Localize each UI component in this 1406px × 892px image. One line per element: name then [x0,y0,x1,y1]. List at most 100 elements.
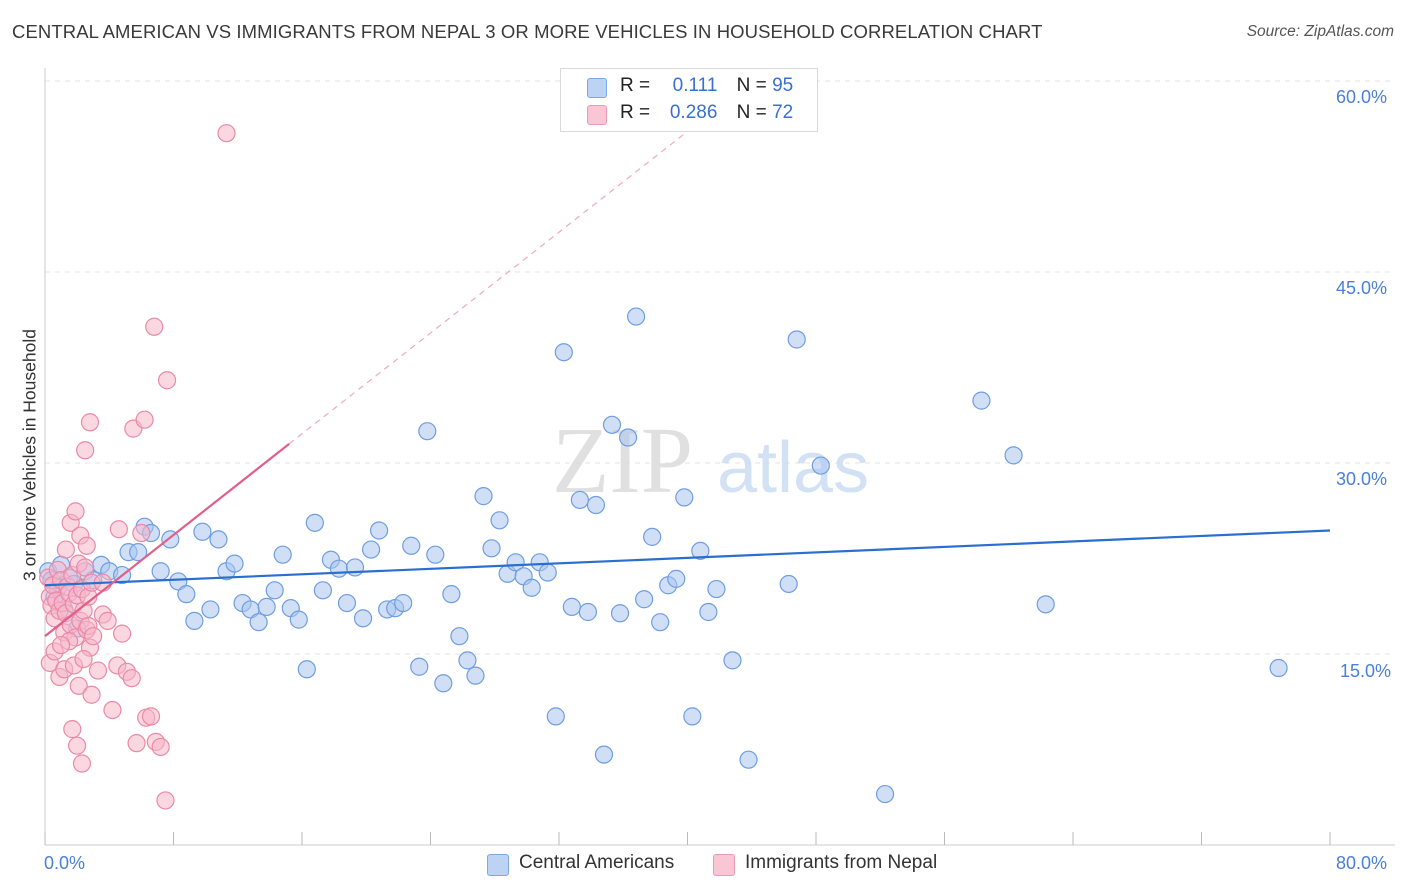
central-americans-point [739,750,758,769]
central-americans-point [594,745,614,764]
central-americans-point [538,563,557,582]
nepal-point [98,611,117,630]
central-americans-point [402,536,421,555]
central-americans-point [313,581,332,600]
central-americans-point [667,569,686,588]
central-americans-point [434,674,453,693]
nepal-point [56,540,75,559]
nepal-point [127,734,146,753]
nepal-point [80,413,100,432]
nepal-point [63,720,82,739]
central-americans-point [185,611,204,630]
grid-lines [45,80,1395,655]
central-americans-point [482,539,501,558]
central-americans-point [193,522,212,541]
legend-r-label: R = [620,102,651,123]
central-americans-point [265,581,284,600]
central-americans-point [361,540,381,559]
central-americans-point [1269,658,1288,678]
central-americans-point [177,585,196,604]
central-americans-point [651,613,670,632]
central-americans-point [490,511,509,530]
central-americans-point [151,562,170,581]
central-americans-point [546,707,565,726]
nepal-point [103,700,122,720]
nepal-point [74,649,93,669]
x-tick-min: 0.0% [44,853,86,873]
nepal-point [145,317,164,336]
nepal-point [84,627,103,646]
trend-lines [44,80,1331,638]
nepal-point [51,635,71,655]
legend-n-label: N = [736,102,767,123]
central-americans-point [329,559,349,578]
legend-r-value: 0.111 [672,75,718,96]
nepal-point [68,736,87,755]
nepal-point [77,536,96,555]
central-americans-point [675,488,694,507]
trend-line-nepal-extension [288,80,753,445]
central-americans-point [426,545,445,564]
central-americans-point [273,545,292,564]
central-americans-point [723,651,742,670]
central-americans-point [787,330,806,349]
nepal-point [76,558,95,577]
central-americans-point [522,578,541,597]
central-americans-point [626,307,646,326]
correlation-legend: R = 0.111 N = 95 R = 0.286 N = 72 [560,68,818,132]
central-americans-point [562,597,581,616]
x-tick-max: 80.0% [1336,853,1388,873]
central-americans-point [779,574,798,594]
nepal-point [88,661,108,680]
central-americans-point [610,604,630,623]
central-americans-point [442,585,461,604]
nepal-point [135,410,154,429]
central-americans-point [707,579,726,599]
y-tick-60: 60.0% [1336,87,1388,107]
central-americans-point [578,602,598,622]
central-americans-point [586,495,606,515]
central-americans-point [257,597,276,616]
central-americans-point [297,660,316,679]
y-tick-30: 30.0% [1336,469,1388,489]
central-americans-point [249,613,268,632]
central-americans-point [458,651,477,670]
central-americans-point [129,543,148,562]
nepal-point [76,441,95,460]
central-americans-point [1004,446,1023,465]
series-legend: Central Americans Immigrants from Nepal [0,852,1406,878]
legend-n-value: 95 [772,75,794,96]
nepal-point [122,669,141,688]
central-americans-point [353,609,373,628]
legend-label-central-americans: Central Americans [519,852,675,873]
central-americans-point [474,487,493,506]
nepal-point [151,737,170,757]
legend-label-immigrants-from-nepal: Immigrants from Nepal [745,852,938,873]
nepal-point [112,624,132,643]
nepal-point [66,502,85,521]
nepal-point [156,791,175,810]
central-americans-point [618,428,638,447]
central-americans-point [699,602,718,622]
central-americans-point [450,627,469,646]
central-americans-point [225,554,244,573]
central-americans-point [337,593,357,613]
central-americans-point [570,490,589,510]
central-americans-point [418,422,437,441]
central-americans-point [643,527,662,546]
legend-swatch-central-americans [487,854,509,876]
watermark: ZIP atlas [552,409,869,513]
nepal-point [132,523,151,543]
source-label: Source: ZipAtlas.com [1246,23,1394,40]
watermark-atlas: atlas [717,428,869,508]
nepal-point [69,676,88,695]
legend-swatch-immigrants-from-nepal [713,854,735,876]
central-americans-point [370,521,389,540]
central-americans-point [1036,595,1055,614]
trend-line-nepal [44,443,290,638]
central-americans-point [811,456,830,475]
series-immigrants-from-nepal [39,124,236,810]
central-americans-point [683,707,702,726]
central-americans-point [394,593,413,613]
